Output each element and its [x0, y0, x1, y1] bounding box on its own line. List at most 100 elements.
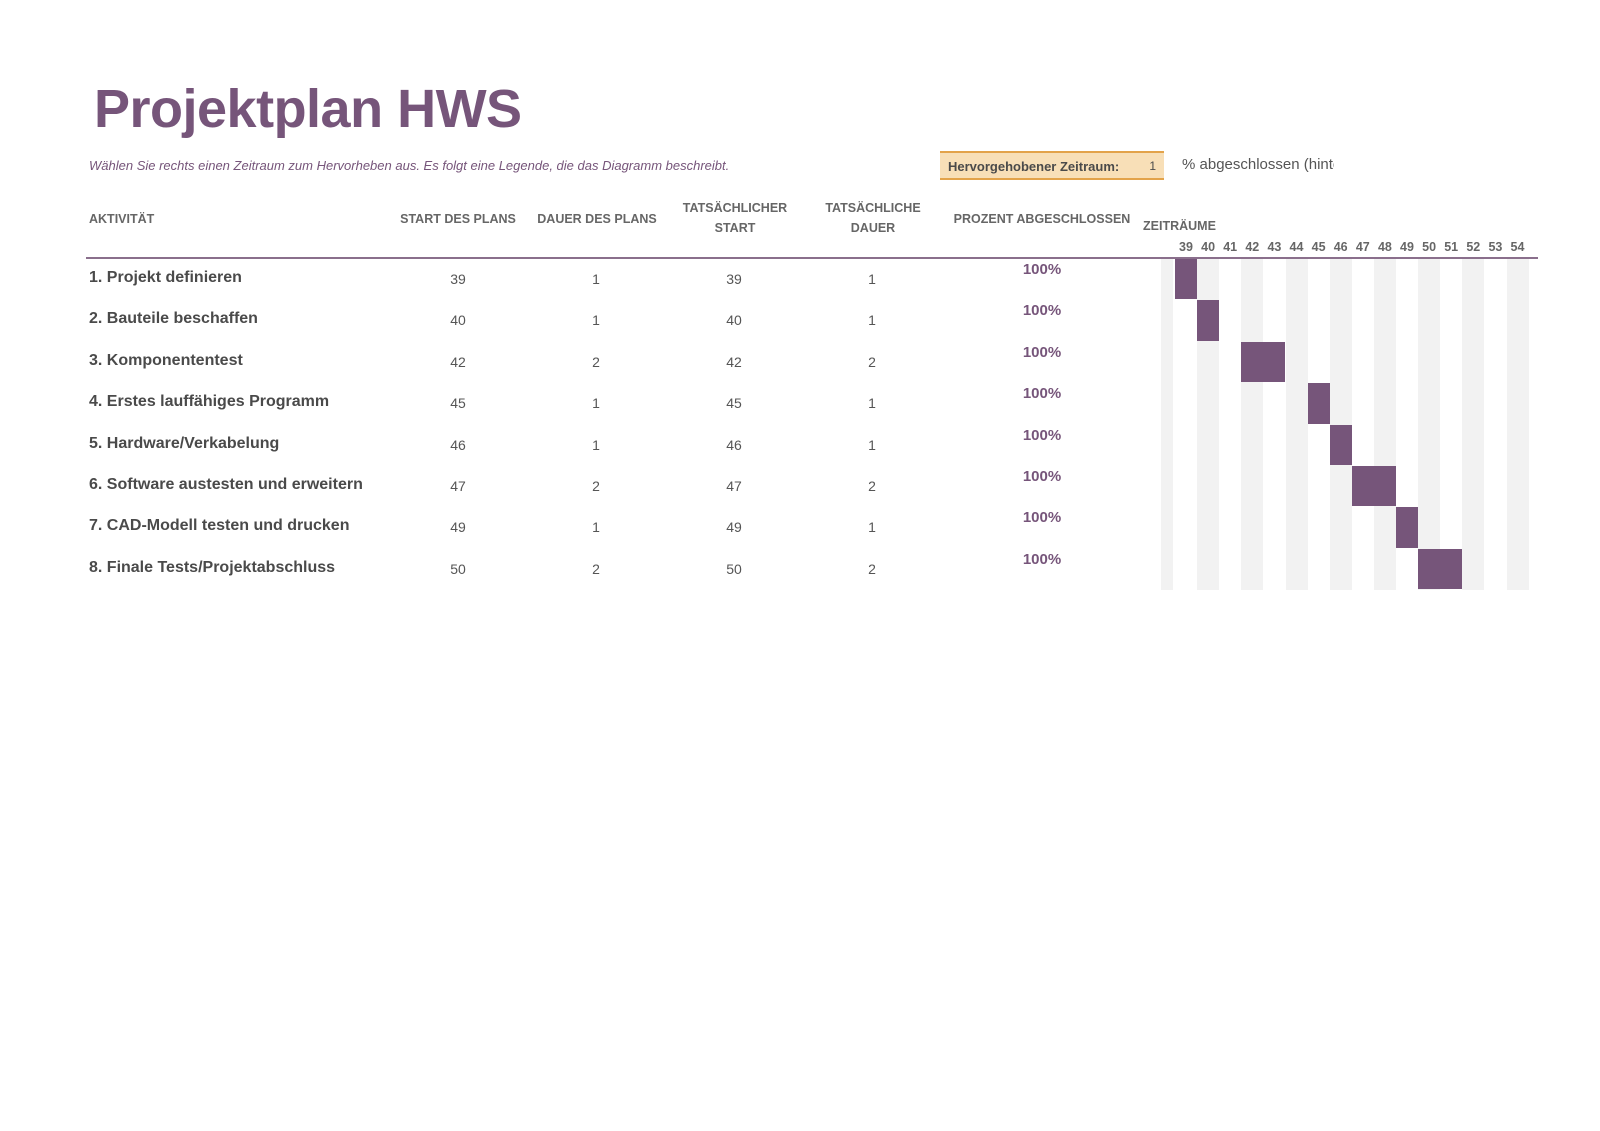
actual-duration: 2	[868, 353, 876, 370]
actual-start: 39	[726, 271, 742, 287]
header-periods: ZEITRÄUME	[1143, 219, 1216, 233]
period-stripe	[1417, 259, 1419, 590]
period-label-44: 44	[1289, 240, 1304, 254]
actual-start: 46	[726, 436, 742, 453]
activity-name: 3. Komponententest	[89, 351, 243, 369]
gantt-bar	[1329, 424, 1352, 465]
period-label-43: 43	[1267, 240, 1282, 254]
table-row[interactable]: 5. Hardware/Verkabelung 46 1 46 1 100%	[0, 425, 1600, 466]
period-label-46: 46	[1333, 240, 1348, 254]
period-label-39: 39	[1179, 240, 1193, 254]
header-activity: AKTIVITÄT	[89, 212, 155, 226]
gantt-bar	[1396, 507, 1419, 548]
plan-duration: 2	[592, 353, 600, 370]
period-stripe	[1462, 259, 1485, 590]
period-label-53: 53	[1488, 240, 1503, 254]
plan-start: 39	[450, 271, 466, 287]
plan-start: 49	[450, 519, 466, 536]
activity-name: 1. Projekt definieren	[89, 269, 242, 286]
percent-complete: 100%	[1022, 385, 1062, 403]
period-stripe	[1373, 259, 1396, 590]
period-label-40: 40	[1201, 240, 1216, 254]
header-actual-start-line1: TATSÄCHLICHER	[682, 201, 788, 215]
table-row[interactable]: 6. Software austesten und erweitern 47 2 47…	[0, 466, 1600, 507]
table-row[interactable]: 4. Erstes lauffähiges Programm 45 1 45 1 100%	[0, 383, 1600, 424]
period-stripe	[1241, 259, 1264, 590]
period-stripe	[1372, 259, 1374, 590]
period-label-48: 48	[1377, 240, 1392, 254]
actual-duration: 1	[868, 312, 876, 329]
table-row[interactable]: 1. Projekt definieren 39 1 39 1 100%	[0, 259, 1600, 300]
percent-complete: 100%	[1022, 343, 1062, 361]
period-stripe	[1285, 259, 1308, 590]
period-label-50: 50	[1422, 240, 1437, 254]
percent-complete: 100%	[1022, 468, 1062, 485]
header-divider	[86, 257, 1538, 259]
gantt-bar	[1307, 383, 1330, 424]
activity-name: 5. Hardware/Verkabelung	[89, 434, 280, 452]
actual-start: 40	[726, 312, 742, 329]
period-stripe	[1506, 259, 1529, 590]
gantt-bar	[1241, 341, 1286, 383]
period-label-45: 45	[1311, 240, 1326, 254]
highlight-period-value[interactable]: 1	[1149, 159, 1156, 173]
period-stripe	[1197, 259, 1220, 590]
header-actual-duration-line1: TATSÄCHLICHE	[825, 201, 921, 215]
header-actual-duration-line2: DAUER	[850, 221, 896, 235]
period-stripe	[1328, 259, 1330, 590]
plan-start: 45	[450, 395, 466, 412]
actual-start: 50	[726, 560, 742, 577]
gantt-bar	[1351, 466, 1396, 507]
period-label-47: 47	[1355, 240, 1370, 254]
actual-duration: 1	[868, 271, 876, 287]
plan-start: 46	[450, 436, 466, 453]
header-percent-complete: PROZENT ABGESCHLOSSEN	[953, 212, 1131, 226]
period-stripe	[1505, 259, 1507, 590]
plan-start: 50	[450, 560, 466, 577]
period-stripe	[1461, 259, 1463, 590]
plan-start: 42	[450, 353, 466, 370]
actual-start: 47	[726, 478, 742, 494]
period-label-51: 51	[1444, 240, 1459, 254]
period-stripe	[1284, 259, 1286, 590]
period-stripe	[1418, 259, 1441, 590]
header-plan-start: START DES PLANS	[400, 212, 516, 226]
actual-start: 42	[726, 353, 742, 370]
percent-complete: 100%	[1022, 302, 1062, 320]
actual-duration: 1	[868, 395, 876, 412]
gantt-bar	[1197, 300, 1220, 341]
header-plan-duration: DAUER DES PLANS	[537, 212, 657, 226]
percent-complete: 100%	[1022, 261, 1062, 278]
period-label-52: 52	[1466, 240, 1481, 254]
actual-start: 49	[726, 519, 742, 536]
activity-name: 7. CAD-Modell testen und drucken	[89, 517, 350, 535]
period-label-41: 41	[1223, 240, 1238, 254]
activity-name: 8. Finale Tests/Projektabschluss	[89, 558, 336, 576]
table-row[interactable]: 2. Bauteile beschaffen 40 1 40 1 100%	[0, 300, 1600, 341]
table-row[interactable]: 8. Finale Tests/Projektabschluss 50 2 50 2 10…	[0, 549, 1600, 590]
actual-duration: 1	[868, 519, 876, 536]
actual-start: 45	[726, 395, 742, 412]
plan-duration: 2	[592, 478, 600, 494]
legend-percent-complete: % abgeschlossen (hinte	[1182, 156, 1334, 173]
plan-duration: 1	[592, 312, 600, 329]
period-stripe	[1161, 259, 1173, 590]
highlight-period-field[interactable]: Hervorgehobener Zeitraum: 1	[940, 151, 1164, 180]
header-actual-duration: TATSÄCHLICHE DAUER	[813, 198, 933, 238]
activity-name: 6. Software austesten und erweitern	[89, 476, 363, 493]
plan-duration: 1	[592, 395, 600, 412]
period-label-49: 49	[1400, 240, 1414, 254]
plan-start: 40	[450, 312, 466, 329]
period-stripe	[1240, 259, 1242, 590]
table-row[interactable]: 3. Komponententest 42 2 42 2 100%	[0, 342, 1600, 383]
period-label-42: 42	[1245, 240, 1260, 254]
table-row[interactable]: 7. CAD-Modell testen und drucken 49 1 49 1 10…	[0, 507, 1600, 548]
subtitle: Wählen Sie rechts einen Zeitraum zum Her…	[89, 158, 730, 173]
percent-complete: 100%	[1022, 426, 1062, 444]
plan-start: 47	[450, 478, 466, 494]
gantt-bar	[1175, 259, 1198, 300]
period-stripe	[1329, 259, 1352, 590]
percent-complete: 100%	[1022, 509, 1062, 527]
actual-duration: 2	[868, 478, 876, 494]
